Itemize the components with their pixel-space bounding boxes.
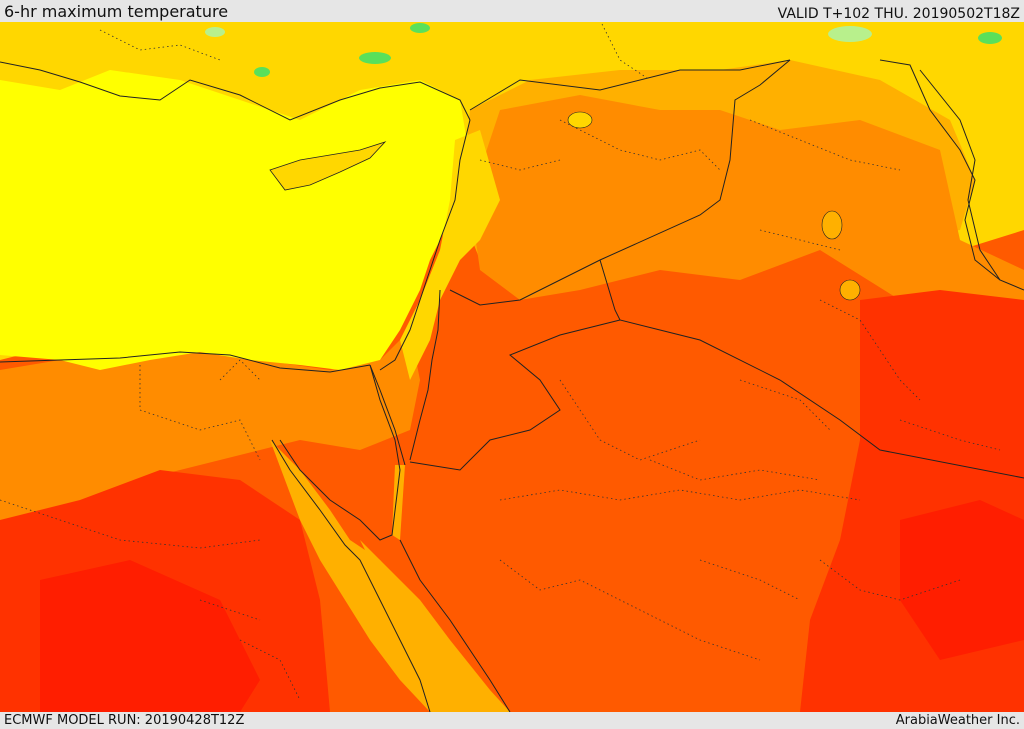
gulf-of-aqaba: [392, 465, 405, 540]
coastline-turkey: [0, 61, 471, 121]
red-sea: [270, 440, 480, 712]
border-syria-iraq: [449, 59, 791, 306]
lake-2: [839, 279, 861, 301]
coastline-red-sea-east: [399, 539, 511, 712]
header-bar: 6-hr maximum temperature VALID T+102 THU…: [0, 0, 1024, 22]
green-patch-1: [359, 52, 391, 64]
model-run-label: ECMWF MODEL RUN: 20190428T12Z: [4, 713, 245, 728]
lake-3: [567, 111, 593, 129]
green-patch-5: [828, 26, 872, 42]
mediterranean-sea: [0, 70, 470, 370]
green-patch-2: [254, 67, 270, 77]
field-red-west: [40, 560, 260, 712]
green-patch-4: [978, 32, 1002, 44]
border-iraq-saudi: [599, 259, 1024, 479]
lake-1: [821, 210, 843, 240]
border-iran-iraq: [879, 59, 1001, 281]
green-patch-3: [410, 23, 430, 33]
border-jordan-saudi: [409, 319, 621, 471]
temperature-map: [0, 22, 1024, 712]
coastline-red-sea-west: [271, 439, 431, 712]
field-red-east: [900, 500, 1024, 660]
green-patch-6: [205, 27, 225, 37]
admin-boundaries: [0, 22, 1001, 701]
border-syria-turkey: [469, 59, 791, 111]
footer-bar: ECMWF MODEL RUN: 20190428T12Z ArabiaWeat…: [0, 712, 1024, 729]
field-orange-egypt: [0, 330, 420, 540]
coastline-sinai: [279, 364, 401, 541]
coastline-egypt: [0, 351, 371, 373]
red-sea-gulf: [360, 540, 510, 712]
border-egypt-israel: [369, 364, 406, 466]
field-orange-east: [470, 95, 1024, 320]
map-title: 6-hr maximum temperature: [4, 2, 229, 21]
cyprus-island: [269, 141, 387, 191]
border-dead-sea: [409, 289, 441, 461]
coastline-levant: [379, 119, 471, 371]
levant-coast: [400, 130, 500, 380]
provider-credit: ArabiaWeather Inc.: [895, 713, 1020, 728]
valid-time: VALID T+102 THU. 20190502T18Z: [777, 6, 1020, 22]
